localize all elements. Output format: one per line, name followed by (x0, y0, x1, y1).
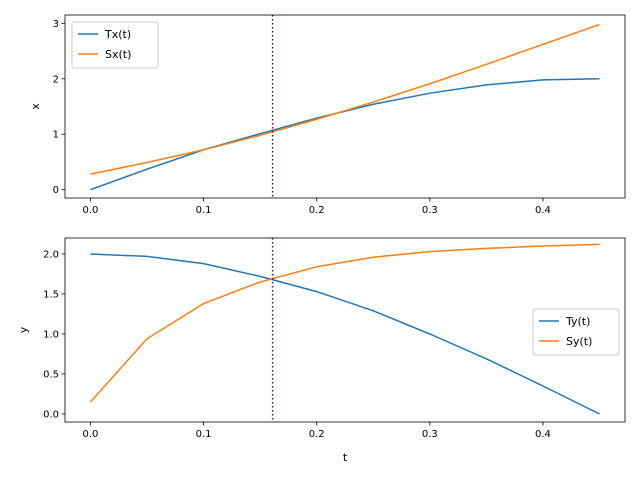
x-tick-label: 0.1 (196, 429, 212, 440)
series-line-sy-t (89, 243, 600, 403)
legend: Tx(t) Sx(t) (71, 21, 159, 69)
axes-frame (64, 237, 626, 423)
legend-label: Tx(t) (104, 28, 131, 41)
y-tick-label: 1.0 (43, 330, 59, 341)
y-tick-label: 1.5 (43, 290, 59, 301)
subplot-2: 0.0 0.1 0.2 0.3 0.4 0.0 0.5 1.0 1.5 2.0 y t Ty(t) Sy(… (17, 237, 626, 464)
x-tick-label: 0.3 (422, 205, 438, 216)
y-tick-label: 0.5 (43, 370, 59, 381)
x-tick-label: 0.0 (83, 205, 99, 216)
legend: Ty(t) Sy(t) (532, 308, 620, 356)
legend-label: Ty(t) (565, 315, 590, 328)
y-axis-label: y (17, 326, 30, 333)
legend-label: Sx(t) (105, 48, 131, 61)
y-tick-label: 2.0 (43, 250, 59, 261)
x-tick-label: 0.1 (196, 205, 212, 216)
x-axis-label: t (343, 451, 348, 464)
y-axis-label: x (29, 103, 42, 110)
x-tick-label: 0.2 (309, 205, 325, 216)
x-tick-label: 0.0 (83, 429, 99, 440)
series-line-ty-t (90, 253, 600, 415)
y-tick-label: 0.0 (43, 410, 59, 421)
x-tick-label: 0.4 (535, 205, 551, 216)
y-tick-label: 0 (53, 185, 59, 196)
x-tick-label: 0.4 (535, 429, 551, 440)
subplot-1: 0.0 0.1 0.2 0.3 0.4 0 1 2 3 x Tx(t) Sx(t) (29, 14, 626, 216)
legend-label: Sy(t) (566, 335, 592, 348)
y-tick-label: 2 (53, 74, 59, 85)
x-tick-label: 0.3 (422, 429, 438, 440)
y-tick-label: 1 (53, 130, 59, 141)
x-tick-label: 0.2 (309, 429, 325, 440)
series-line-sx-t (90, 23, 600, 175)
axes-frame (64, 14, 626, 199)
y-tick-label: 3 (53, 19, 59, 30)
